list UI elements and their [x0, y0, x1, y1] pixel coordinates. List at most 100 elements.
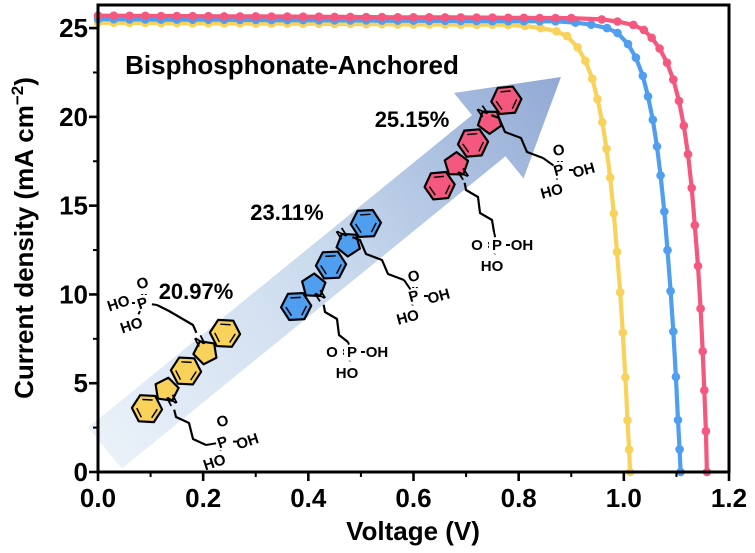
data-point-marker: [573, 43, 582, 52]
data-point-marker: [671, 372, 681, 382]
atom-label: O: [551, 141, 567, 161]
data-point-marker: [693, 261, 703, 271]
y-tick-label: 10: [59, 279, 88, 309]
ring: [154, 376, 180, 402]
double-bond: [285, 306, 293, 317]
data-point-marker: [656, 171, 665, 180]
data-point-marker: [361, 12, 371, 22]
data-point-marker: [125, 11, 134, 21]
data-point-marker: [503, 13, 513, 23]
y-tick-label: 25: [59, 13, 88, 43]
bond: [542, 157, 555, 167]
data-point-marker: [623, 39, 633, 49]
data-point-marker: [562, 31, 572, 41]
data-point-marker: [615, 288, 625, 297]
data-point-marker: [188, 11, 197, 21]
double-bond: [500, 90, 511, 93]
data-point-marker: [283, 12, 292, 21]
ring: [169, 356, 203, 386]
double-bond: [467, 132, 478, 136]
data-point-marker: [235, 12, 245, 21]
molecule-core: NN: [279, 208, 383, 322]
data-point-marker: [602, 23, 612, 33]
double-bond: [290, 296, 301, 299]
double-bond: [444, 184, 451, 195]
data-point-marker: [409, 12, 418, 22]
y-tick-label: 5: [74, 368, 88, 398]
data-point-marker: [690, 220, 700, 230]
efficiency-label-blue: 23.11%: [250, 200, 323, 225]
atom-label: HO: [201, 451, 228, 474]
y-tick-label: 0: [74, 457, 88, 487]
data-point-marker: [346, 12, 355, 22]
atom-label: OH: [426, 286, 452, 308]
data-point-marker: [647, 33, 656, 43]
data-point-marker: [314, 12, 324, 21]
alkyl-chain: [156, 304, 198, 334]
data-point-marker: [330, 12, 339, 22]
data-point-marker: [251, 12, 261, 21]
data-point-marker: [535, 13, 544, 23]
y-tick-label: 15: [59, 191, 88, 221]
data-point-marker: [597, 15, 606, 24]
alkyl-chain: [491, 114, 544, 160]
double-bond: [335, 264, 342, 274]
ring: [208, 318, 242, 348]
data-point-marker: [660, 207, 669, 216]
data-point-marker: [551, 13, 560, 23]
molecule-core: NN: [130, 318, 242, 424]
data-point-marker: [669, 327, 678, 336]
data-point-marker: [700, 386, 709, 395]
atom-label: P: [552, 161, 566, 180]
ring: [314, 250, 348, 280]
data-point-marker: [488, 13, 497, 22]
atom-label: P: [215, 433, 230, 452]
bond: [347, 341, 350, 345]
data-point-marker: [204, 11, 213, 21]
data-point-marker: [687, 183, 696, 193]
atom-label: O: [134, 274, 151, 294]
axis-ticks: [89, 26, 731, 481]
atom-label: P: [407, 287, 421, 306]
y-axis-title: Current density (mA cm−2): [8, 77, 39, 399]
data-point-marker: [267, 12, 276, 21]
double-bond: [142, 398, 153, 401]
data-point-marker: [593, 94, 602, 104]
atom-label: P: [135, 294, 150, 313]
data-point-marker: [629, 20, 638, 30]
data-point-marker: [109, 11, 119, 20]
data-point-marker: [662, 58, 672, 67]
efficiency-label-pink: 25.15%: [375, 107, 450, 132]
double-bond: [360, 213, 371, 216]
double-bond: [151, 408, 158, 419]
data-point-marker: [586, 20, 596, 30]
ring: [349, 208, 383, 239]
jv-curve-25.15%: [93, 11, 712, 477]
data-point-marker: [605, 173, 615, 182]
data-point-marker: [698, 347, 707, 356]
data-point-marker: [613, 28, 622, 38]
data-point-marker: [666, 286, 675, 296]
data-point-marker: [701, 426, 711, 436]
atom-label: O: [406, 267, 422, 287]
curve-line: [95, 20, 633, 475]
double-bond: [175, 370, 182, 380]
double-bond: [511, 99, 518, 110]
chart-title: Bisphosphonate-Anchored: [125, 50, 459, 80]
data-point-marker: [602, 144, 611, 154]
bond: [137, 310, 141, 315]
atom-label: O: [214, 412, 231, 432]
atom-label: OH: [511, 237, 534, 254]
ring: [192, 340, 218, 366]
data-point-marker: [552, 27, 561, 36]
double-bond: [229, 333, 236, 343]
y-tick-label: 20: [59, 102, 88, 132]
alkyl-chain: [322, 304, 349, 343]
alkyl-chain: [352, 236, 405, 282]
data-point-marker: [377, 12, 387, 22]
x-tick-label: 1.2: [711, 483, 747, 513]
bond: [205, 442, 217, 446]
data-point-marker: [613, 17, 622, 26]
bond: [151, 303, 158, 306]
double-bond: [301, 305, 308, 316]
